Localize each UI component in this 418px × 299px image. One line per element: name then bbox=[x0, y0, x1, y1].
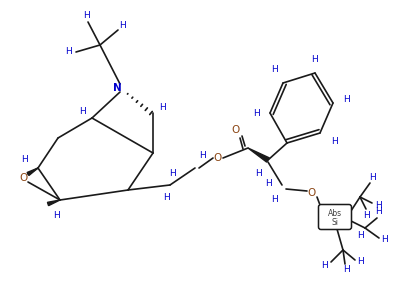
Text: H: H bbox=[53, 211, 59, 220]
Text: H: H bbox=[265, 179, 271, 187]
Polygon shape bbox=[48, 200, 60, 206]
Text: O: O bbox=[231, 125, 239, 135]
Text: H: H bbox=[255, 170, 261, 179]
Text: Abs
Si: Abs Si bbox=[328, 209, 342, 227]
Text: H: H bbox=[20, 155, 27, 164]
Text: H: H bbox=[358, 231, 364, 240]
Text: N: N bbox=[112, 83, 121, 93]
Text: H: H bbox=[270, 195, 278, 204]
Text: H: H bbox=[344, 266, 350, 274]
Text: H: H bbox=[200, 152, 206, 161]
Text: H: H bbox=[252, 109, 260, 118]
Text: H: H bbox=[65, 48, 71, 57]
Text: H: H bbox=[272, 65, 278, 74]
Text: H: H bbox=[358, 257, 364, 266]
Text: H: H bbox=[331, 137, 337, 146]
Text: O: O bbox=[308, 188, 316, 198]
Text: H: H bbox=[321, 262, 329, 271]
Text: H: H bbox=[79, 108, 85, 117]
Text: H: H bbox=[168, 169, 176, 178]
Text: H: H bbox=[369, 173, 375, 181]
Text: H: H bbox=[119, 21, 125, 30]
Polygon shape bbox=[248, 148, 269, 162]
Text: H: H bbox=[344, 94, 350, 103]
Text: H: H bbox=[163, 193, 169, 202]
Text: H: H bbox=[382, 236, 388, 245]
FancyBboxPatch shape bbox=[319, 205, 352, 230]
Polygon shape bbox=[27, 168, 38, 176]
Text: H: H bbox=[376, 208, 382, 216]
Text: O: O bbox=[20, 173, 28, 183]
Text: H: H bbox=[160, 103, 166, 112]
Text: H: H bbox=[83, 11, 89, 21]
Text: H: H bbox=[375, 201, 381, 210]
Text: H: H bbox=[312, 54, 319, 63]
Text: O: O bbox=[214, 153, 222, 163]
Text: H: H bbox=[363, 210, 370, 219]
